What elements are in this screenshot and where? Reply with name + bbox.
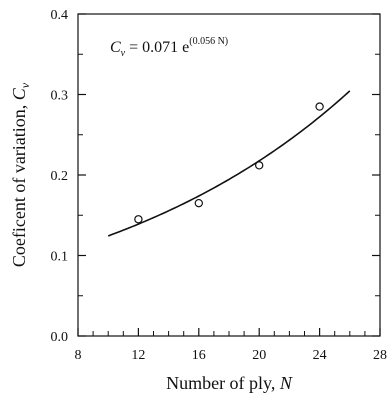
x-tick-label: 24 xyxy=(313,348,327,363)
equation-annotation: Cv = 0.071 e(0.056 N) xyxy=(110,36,228,59)
y-tick-label: 0.1 xyxy=(51,250,69,265)
x-axis-ticks: 8 12 16 20 24 28 xyxy=(75,328,387,363)
data-point xyxy=(315,102,324,111)
fit-curve xyxy=(107,90,351,237)
y-axis-ticks: 0.0 0.1 0.2 0.3 0.4 xyxy=(51,8,380,345)
data-point xyxy=(194,198,203,208)
series-layer xyxy=(107,90,351,237)
x-tick-label: 8 xyxy=(75,348,82,363)
x-tick-label: 20 xyxy=(252,348,266,363)
y-tick-label: 0.2 xyxy=(51,169,69,184)
plot-frame xyxy=(77,13,381,337)
data-point xyxy=(134,215,143,224)
y-tick-label: 0.0 xyxy=(51,330,69,345)
y-axis-title: Coeficent of variation, Cv xyxy=(9,82,32,267)
y-tick-label: 0.4 xyxy=(51,8,69,23)
x-tick-label: 28 xyxy=(373,348,387,363)
x-axis-title: Number of ply, N xyxy=(166,373,293,393)
y-tick-label: 0.3 xyxy=(51,89,69,104)
x-tick-label: 12 xyxy=(131,348,145,363)
x-tick-label: 16 xyxy=(192,348,206,363)
data-point xyxy=(255,161,264,170)
